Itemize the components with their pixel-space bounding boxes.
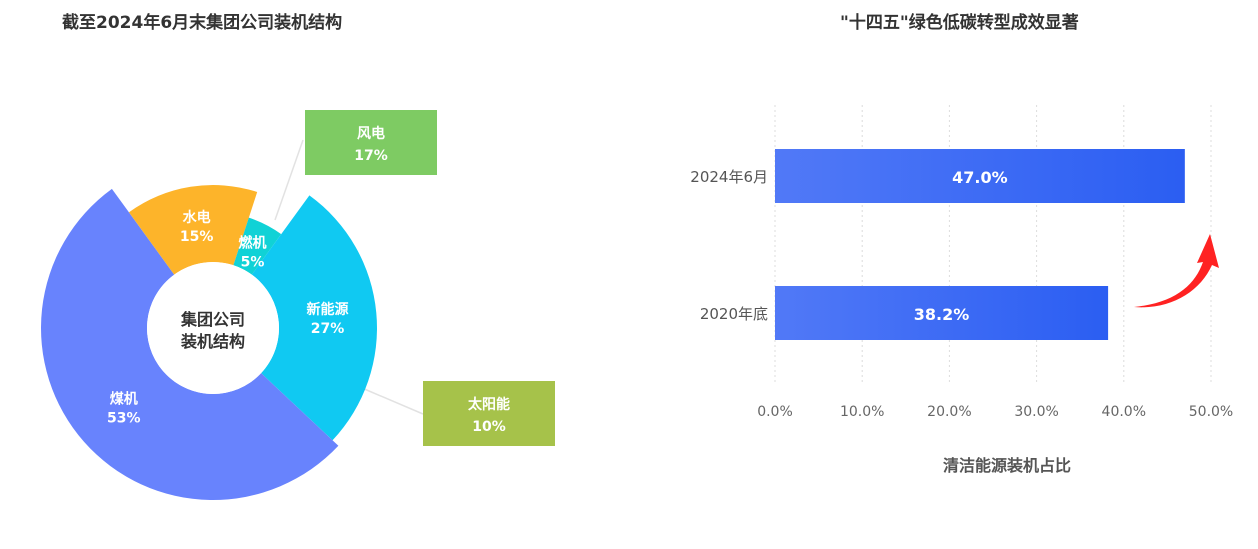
bar-value-label: 38.2% <box>914 305 970 324</box>
donut-slice-2 <box>128 185 258 275</box>
donut-slice-label: 新能源 <box>306 301 348 318</box>
callout-label: 风电 <box>357 125 385 142</box>
donut-hole <box>147 262 279 394</box>
x-tick-label: 20.0% <box>927 404 971 420</box>
bar <box>775 149 1185 203</box>
x-tick-label: 30.0% <box>1014 404 1058 420</box>
donut-slice-value: 15% <box>180 229 214 245</box>
x-axis-title: 清洁能源装机占比 <box>943 456 1071 475</box>
x-tick-label: 50.0% <box>1189 404 1233 420</box>
donut-slice-value: 5% <box>241 254 265 270</box>
x-tick-label: 40.0% <box>1102 404 1146 420</box>
donut-center-label: 集团公司 <box>180 310 245 329</box>
donut-slice-value: 27% <box>311 321 345 337</box>
donut-slice-label: 水电 <box>183 209 211 226</box>
donut-center-label: 装机结构 <box>180 332 245 351</box>
wind-leader-line <box>274 139 304 221</box>
callout-box <box>305 110 437 175</box>
solar-leader-line <box>361 387 424 415</box>
bar <box>775 286 1109 340</box>
donut-slice-0 <box>251 195 377 441</box>
bar-chart: 0.0% 10.0% 20.0% 30.0% 40.0% 50.0% 47.0% 2024年6… <box>690 105 1233 475</box>
x-tick-label: 10.0% <box>840 404 884 420</box>
donut-slice-1 <box>41 188 339 501</box>
donut-slice-label: 燃机 <box>238 234 266 251</box>
donut-slice-value: 53% <box>107 411 141 427</box>
bar-value-label: 47.0% <box>952 168 1008 187</box>
red-up-arrow-icon <box>1134 234 1219 308</box>
callout-value: 17% <box>354 148 388 164</box>
donut-slice-3 <box>233 217 282 275</box>
x-tick-label: 0.0% <box>757 404 793 420</box>
callout-box <box>423 381 555 446</box>
donut-chart-title: 截至2024年6月末集团公司装机结构 <box>62 13 343 33</box>
bar-chart-title: "十四五"绿色低碳转型成效显著 <box>840 13 1079 33</box>
y-category-label: 2020年底 <box>700 305 768 323</box>
y-category-label: 2024年6月 <box>690 168 768 186</box>
donut-chart: 新能源 27% 煤机 53% 水电 15% 燃机 5% 集团公司装机结构 风电 17% 太阳能 10% <box>41 110 555 501</box>
donut-slice-label: 煤机 <box>110 391 138 408</box>
callout-label: 太阳能 <box>468 396 510 413</box>
callout-value: 10% <box>472 419 506 435</box>
